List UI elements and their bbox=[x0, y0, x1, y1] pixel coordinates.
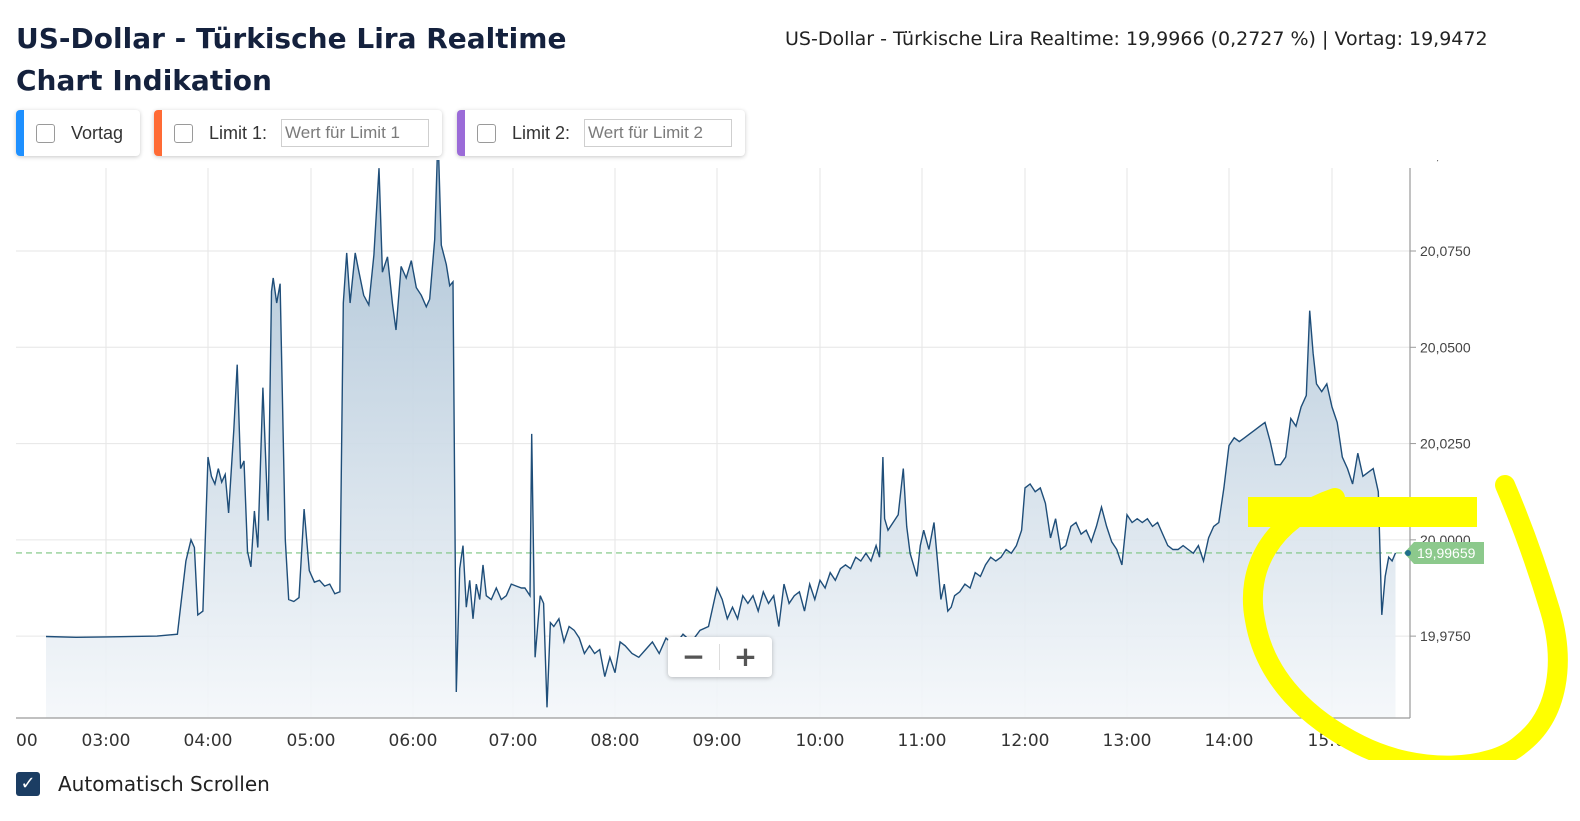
limit1-input[interactable] bbox=[281, 119, 430, 147]
chart-axes bbox=[16, 168, 1411, 719]
x-tick-label: 14:00 bbox=[1205, 731, 1254, 751]
x-tick-label: 07:00 bbox=[489, 731, 538, 751]
x-tick-label: 11:00 bbox=[898, 731, 947, 751]
limit2-checkbox[interactable] bbox=[477, 123, 496, 143]
x-tick-label: 10:00 bbox=[796, 731, 845, 751]
auto-scroll: ✓ Automatisch Scrollen bbox=[16, 772, 270, 796]
page-title: US-Dollar - Türkische Lira Realtime Char… bbox=[16, 22, 567, 97]
yellow-annotation-circle bbox=[1242, 475, 1568, 760]
y-tick-label: 20,0500 bbox=[1420, 339, 1471, 355]
limit2-color-bar bbox=[457, 110, 465, 156]
x-tick-label: 00 bbox=[16, 731, 38, 751]
y-tick-label: 20,0750 bbox=[1420, 243, 1471, 259]
realtime-quote: US-Dollar - Türkische Lira Realtime: 19,… bbox=[785, 28, 1488, 50]
x-tick-label: 04:00 bbox=[184, 731, 233, 751]
price-line bbox=[45, 160, 1397, 708]
limit1-control: Limit 1: bbox=[154, 110, 442, 156]
x-tick-label: 06:00 bbox=[389, 731, 438, 751]
x-axis-ticks: 00 03:00 04:00 05:00 06:00 07:00 08:00 09:00 10:… bbox=[16, 731, 1357, 751]
x-tick-label: 03:00 bbox=[82, 731, 131, 751]
y-axis-ticks: 20,100020,075020,050020,025020,000019,97… bbox=[1410, 160, 1471, 644]
x-tick-label: 09:00 bbox=[693, 731, 742, 751]
limit1-label: Limit 1: bbox=[209, 122, 268, 143]
x-tick-label: 05:00 bbox=[287, 731, 336, 751]
price-area bbox=[46, 160, 1396, 718]
limit2-input[interactable] bbox=[584, 119, 733, 147]
x-tick-label: 12:00 bbox=[1001, 731, 1050, 751]
zoom-separator bbox=[719, 644, 720, 670]
limit1-color-bar bbox=[154, 110, 162, 156]
y-tick-label: 19,9750 bbox=[1420, 628, 1471, 644]
vortag-checkbox[interactable] bbox=[36, 123, 55, 143]
x-tick-label: 08:00 bbox=[591, 731, 640, 751]
vortag-label: Vortag bbox=[71, 122, 124, 143]
price-chart[interactable]: 00 03:00 04:00 05:00 06:00 07:00 08:00 09:00 10:… bbox=[0, 160, 1580, 760]
vortag-control: Vortag bbox=[16, 110, 140, 156]
y-tick-label: 20,1000 bbox=[1420, 160, 1471, 163]
zoom-controls: − + bbox=[668, 637, 772, 677]
auto-scroll-label: Automatisch Scrollen bbox=[58, 772, 270, 796]
current-price-label: 19,99659 bbox=[1417, 545, 1476, 561]
vortag-color-bar bbox=[16, 110, 24, 156]
limit2-label: Limit 2: bbox=[512, 122, 571, 143]
x-tick-label: 13:00 bbox=[1103, 731, 1152, 751]
current-price-badge bbox=[1404, 541, 1484, 564]
current-price-marker: 19,99659 bbox=[1404, 541, 1484, 564]
zoom-out-button[interactable]: − bbox=[681, 640, 706, 673]
limit2-control: Limit 2: bbox=[457, 110, 745, 156]
limit1-checkbox[interactable] bbox=[174, 123, 193, 143]
current-price-dot bbox=[1405, 549, 1411, 556]
check-icon[interactable]: ✓ bbox=[16, 772, 40, 796]
y-tick-label: 20,0250 bbox=[1420, 436, 1471, 452]
zoom-in-button[interactable]: + bbox=[733, 640, 758, 673]
